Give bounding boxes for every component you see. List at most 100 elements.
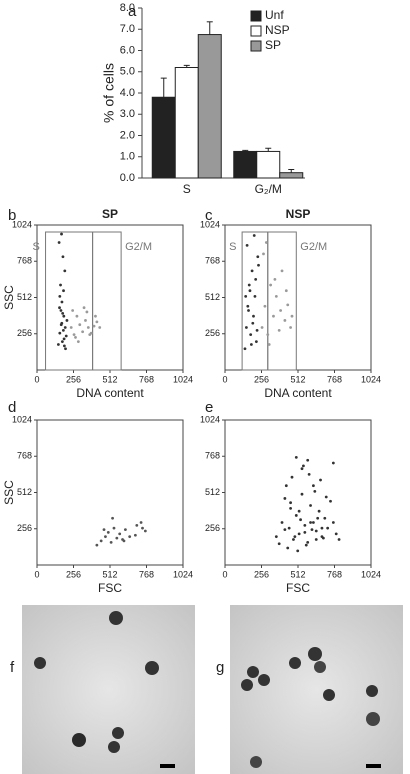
point [249, 343, 253, 346]
point [112, 526, 116, 530]
point [64, 347, 67, 351]
point [81, 330, 85, 334]
point [294, 455, 298, 459]
legend-label: Unf [265, 8, 284, 22]
y-axis-label: SSC [2, 285, 16, 310]
point [289, 506, 292, 510]
gate-label: G2/M [125, 241, 152, 253]
point [326, 526, 330, 530]
point [266, 333, 270, 336]
point [61, 311, 65, 315]
gate [92, 231, 122, 371]
panel-label: d [8, 399, 16, 416]
point [311, 521, 315, 524]
x-tick-label: 0 [34, 569, 39, 579]
point [300, 492, 304, 496]
point [323, 516, 327, 520]
y-tick-label: 8.0 [120, 2, 135, 14]
point [78, 323, 82, 327]
point [75, 314, 79, 318]
point [277, 542, 281, 546]
panel-label: e [205, 399, 213, 416]
point [245, 243, 249, 247]
point [299, 518, 302, 522]
point [139, 521, 143, 524]
point [257, 263, 260, 267]
point [65, 319, 69, 322]
point [307, 472, 311, 476]
point [76, 340, 80, 344]
x-tick-label: 0 [34, 374, 39, 384]
point [143, 529, 147, 533]
micrograph-g [230, 605, 403, 774]
point [60, 300, 64, 304]
point [289, 501, 292, 505]
y-tick-label: 512 [205, 487, 220, 497]
point [290, 475, 294, 479]
x-tick-label: 1024 [173, 569, 193, 579]
point [303, 523, 307, 527]
point [324, 495, 328, 499]
x-tick-label: G₂/M [255, 182, 282, 196]
gate [45, 231, 94, 371]
bar [233, 150, 258, 179]
point [244, 326, 248, 329]
point [250, 269, 254, 273]
plot-frame [36, 224, 184, 371]
point [84, 319, 87, 322]
point [102, 528, 106, 531]
x-tick-label: 768 [139, 569, 154, 579]
point [267, 343, 271, 346]
y-tick-label: 1.0 [120, 151, 135, 163]
point [329, 499, 332, 503]
point [106, 531, 110, 534]
point [98, 326, 102, 329]
point [310, 528, 314, 531]
gate-label: G2/M [300, 241, 327, 253]
point [274, 294, 278, 298]
x-tick-label: 256 [254, 569, 269, 579]
y-tick-label: 0.0 [120, 172, 135, 184]
point [262, 252, 265, 256]
point [85, 310, 89, 314]
point [247, 283, 251, 287]
point [273, 277, 277, 281]
point [314, 538, 318, 541]
plot-frame [224, 419, 372, 566]
panel-label: g [216, 659, 224, 676]
x-tick-label: 1024 [361, 569, 381, 579]
point [72, 333, 76, 336]
bar [279, 172, 304, 179]
point [294, 514, 298, 517]
point [317, 509, 321, 513]
point [286, 546, 290, 550]
x-axis-label: FSC [286, 581, 310, 595]
point [95, 320, 99, 324]
point [246, 304, 250, 308]
bar [151, 96, 176, 179]
chart-title: SP [102, 207, 118, 221]
x-axis-label: DNA content [76, 386, 144, 400]
point [269, 283, 273, 287]
y-axis-label: SSC [2, 480, 16, 505]
point [300, 467, 304, 471]
x-tick-label: 512 [290, 569, 305, 579]
point [263, 304, 267, 308]
x-tick-label: 256 [66, 374, 81, 384]
point [284, 289, 288, 293]
point [111, 516, 114, 520]
point [74, 336, 77, 339]
point [320, 526, 324, 530]
y-tick-label: 512 [17, 292, 32, 302]
panel-label: a [128, 3, 137, 20]
point [280, 269, 284, 273]
point [334, 532, 338, 536]
point [304, 543, 308, 547]
point [331, 461, 335, 465]
point [254, 340, 258, 344]
point [297, 532, 301, 536]
point [302, 464, 305, 468]
point [314, 529, 318, 533]
y-tick-label: 1024 [200, 219, 220, 229]
